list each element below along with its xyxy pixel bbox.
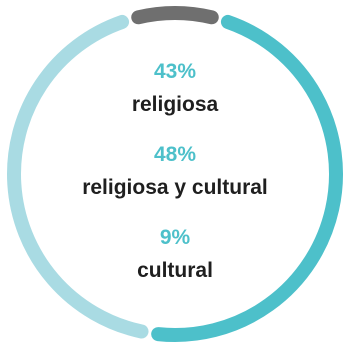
- category-label-religiosa: religiosa: [131, 93, 219, 116]
- ring-segment-cultural: [131, 6, 219, 25]
- value-label-religiosa: 43%: [153, 60, 197, 83]
- value-label-religiosa-y-cultural: 48%: [153, 143, 197, 166]
- ring-segment-religiosa-y-cultural: [151, 14, 343, 342]
- category-label-cultural: cultural: [137, 259, 213, 282]
- ring-segment-religiosa: [7, 14, 149, 339]
- category-label-religiosa-y-cultural: religiosa y cultural: [82, 176, 268, 199]
- value-label-cultural: 9%: [159, 226, 191, 249]
